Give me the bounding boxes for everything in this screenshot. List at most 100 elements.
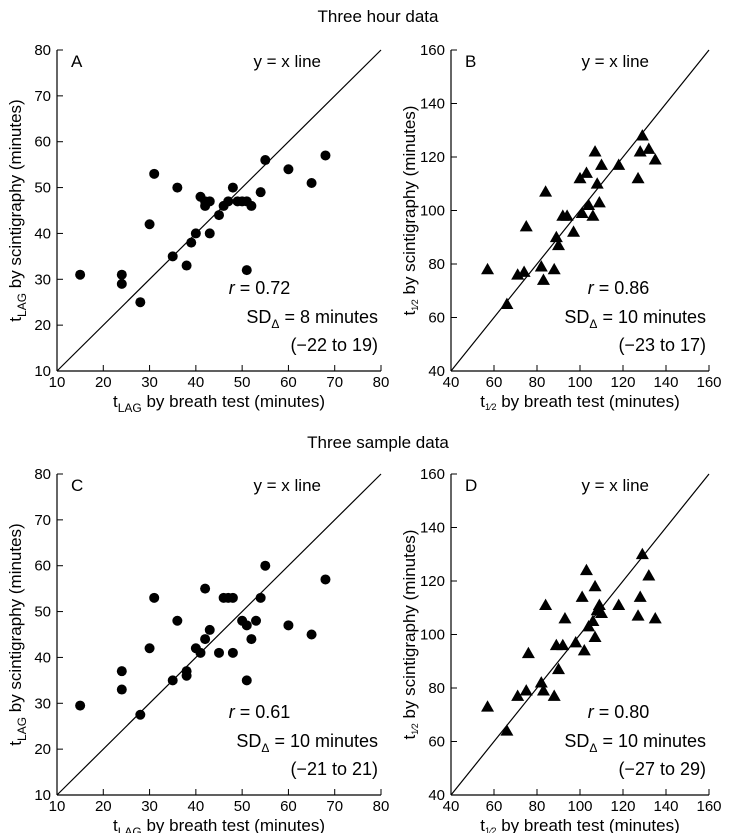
- y-tick-label: 40: [428, 363, 445, 380]
- panel-a: 10 20 30 40 50 60 70 80 10 20 30 40 50 60 70 80 A y = x l…: [6, 42, 389, 415]
- data-point: [586, 209, 600, 221]
- data-point: [595, 158, 608, 170]
- data-point: [135, 709, 146, 720]
- data-point: [511, 689, 525, 701]
- y-tick-label: 40: [428, 787, 445, 804]
- panel-letter: D: [465, 476, 477, 495]
- x-axis-label: tLAG by breath test (minutes): [113, 816, 325, 833]
- identity-line-label: y = x line: [253, 52, 321, 71]
- x-tick-label: 40: [188, 798, 205, 815]
- data-point: [260, 155, 271, 166]
- sd-label: SDΔ = 10 minutes: [564, 307, 706, 331]
- data-point: [214, 647, 224, 658]
- data-point: [642, 142, 656, 154]
- y-tick-label: 20: [34, 317, 51, 334]
- data-point: [255, 187, 266, 198]
- data-point: [204, 624, 215, 635]
- data-point: [200, 634, 211, 645]
- y-tick-label: 60: [34, 558, 51, 575]
- data-point: [635, 129, 649, 141]
- panel-c: 10 20 30 40 50 60 70 80 10 20 30 40 50 60 70 80 C y = x l…: [6, 466, 389, 833]
- data-point: [579, 166, 593, 178]
- y-tick-label: 80: [428, 256, 445, 273]
- y-tick-label: 140: [420, 96, 445, 113]
- y-tick-label: 50: [34, 180, 51, 197]
- section-title-bottom: Three sample data: [307, 433, 449, 452]
- data-point: [519, 220, 533, 232]
- data-point: [575, 206, 589, 219]
- data-point: [582, 198, 596, 211]
- data-point: [167, 251, 178, 262]
- data-point: [116, 278, 127, 289]
- data-point: [556, 638, 570, 651]
- identity-line: [56, 473, 382, 796]
- x-tick-label: 80: [373, 798, 390, 815]
- panel-d: 40 60 80 100 120 140 160 40 60 80 100 120 140 160 D y =…: [400, 466, 722, 833]
- data-point: [75, 700, 86, 711]
- x-tick-label: 10: [49, 374, 66, 391]
- data-point: [592, 598, 606, 610]
- x-tick-label: 40: [443, 798, 460, 815]
- data-point: [204, 196, 215, 207]
- x-tick-label: 10: [49, 798, 66, 815]
- y-axis-label: t1⁄2 by scintigraphy (minutes): [400, 530, 420, 740]
- y-axis-label: tLAG by scintigraphy (minutes): [6, 99, 29, 321]
- y-tick-label: 70: [34, 512, 51, 529]
- data-point: [590, 177, 604, 189]
- data-point: [517, 265, 531, 277]
- y-tick-label: 160: [420, 466, 445, 483]
- sd-label: SDΔ = 10 minutes: [236, 731, 378, 755]
- data-point: [320, 574, 331, 585]
- data-point: [481, 262, 495, 275]
- x-tick-label: 20: [95, 374, 112, 391]
- data-point: [633, 590, 647, 602]
- identity-line-label: y = x line: [253, 476, 321, 495]
- panel-b: 40 60 80 100 120 140 160 40 60 80 100 120 140 160 B y =…: [400, 42, 722, 412]
- limits-label: (−27 to 29): [618, 759, 706, 779]
- y-tick-label: 70: [34, 88, 51, 105]
- x-tick-label: 50: [234, 374, 251, 391]
- data-point: [552, 662, 565, 675]
- x-tick-label: 60: [486, 798, 503, 815]
- identity-line: [450, 473, 710, 796]
- data-point: [149, 592, 160, 603]
- y-tick-label: 60: [34, 134, 51, 151]
- x-tick-label: 50: [234, 798, 251, 815]
- data-point: [500, 724, 514, 736]
- data-point: [588, 630, 602, 643]
- data-point: [612, 598, 626, 610]
- data-point: [116, 269, 127, 280]
- y-tick-label: 20: [34, 741, 51, 758]
- x-axis-label: t1⁄2 by breath test (minutes): [480, 816, 680, 833]
- x-tick-label: 160: [696, 798, 721, 815]
- data-point: [549, 230, 563, 243]
- sd-label: SDΔ = 8 minutes: [246, 307, 378, 331]
- panel-letter: B: [465, 52, 476, 71]
- data-point: [648, 611, 662, 624]
- data-point: [306, 629, 317, 640]
- data-point: [116, 684, 127, 695]
- data-point: [255, 592, 266, 603]
- data-point: [241, 675, 252, 686]
- data-point: [519, 684, 533, 696]
- y-tick-label: 100: [420, 203, 445, 220]
- data-point: [588, 145, 602, 157]
- data-point: [227, 182, 238, 193]
- data-point: [172, 182, 183, 193]
- sd-label: SDΔ = 10 minutes: [564, 731, 706, 755]
- y-tick-label: 40: [34, 225, 51, 242]
- data-point: [223, 196, 234, 207]
- data-point: [241, 620, 252, 631]
- x-tick-label: 100: [567, 374, 592, 391]
- x-tick-label: 70: [326, 374, 343, 391]
- x-axis-label: t1⁄2 by breath test (minutes): [480, 392, 680, 412]
- panel-letter: A: [71, 52, 83, 71]
- y-tick-label: 140: [420, 520, 445, 537]
- data-point: [172, 615, 183, 626]
- data-point: [204, 228, 215, 239]
- data-point: [648, 153, 662, 165]
- data-point: [612, 158, 626, 170]
- x-tick-label: 140: [653, 798, 678, 815]
- correlation-label: r = 0.86: [588, 278, 650, 298]
